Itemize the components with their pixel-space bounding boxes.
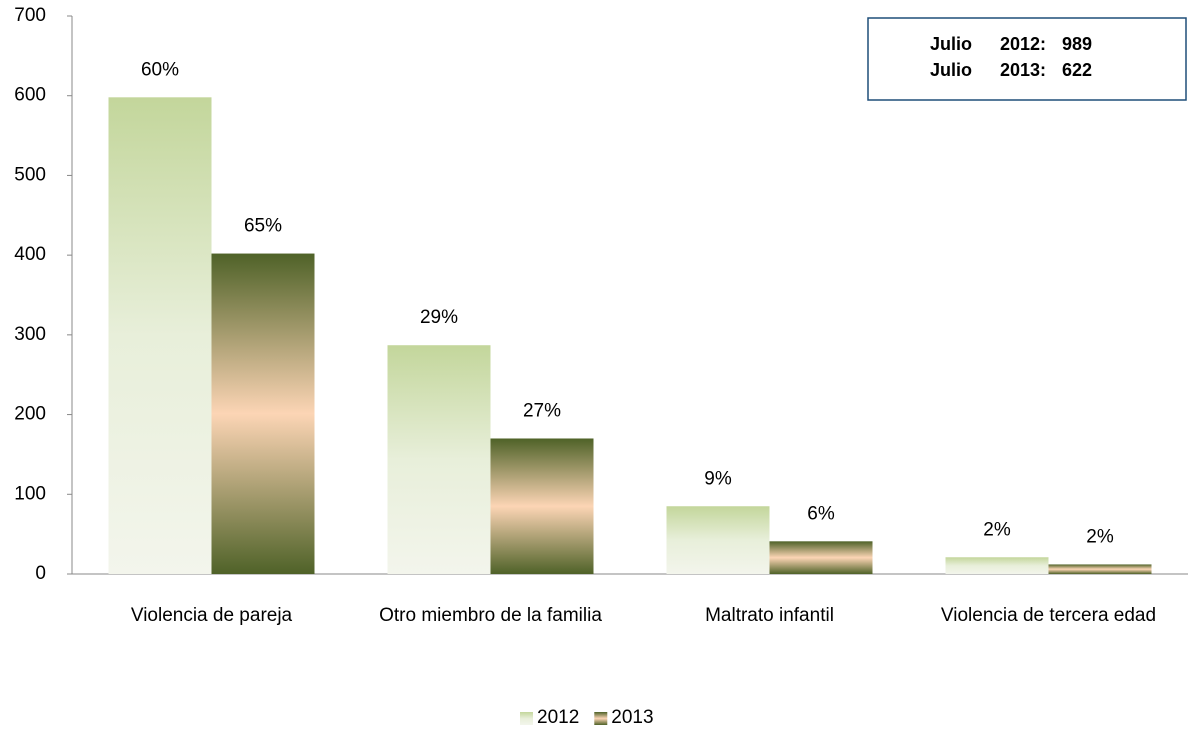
- bar: [387, 345, 491, 574]
- data-label: 6%: [807, 503, 835, 524]
- bar: [769, 541, 873, 574]
- data-label: 65%: [244, 216, 282, 237]
- annotation-month: Julio: [930, 60, 972, 80]
- bar: [945, 557, 1049, 574]
- annotation-month: Julio: [930, 34, 972, 54]
- annotation-year: 2013:: [1000, 60, 1046, 80]
- data-label: 60%: [141, 59, 179, 80]
- data-label: 29%: [420, 307, 458, 328]
- annotation-total: 622: [1062, 60, 1092, 80]
- y-tick-label: 700: [14, 5, 46, 26]
- x-tick-label: Violencia de tercera edad: [941, 605, 1156, 626]
- data-label: 2%: [983, 519, 1011, 540]
- legend-swatch: [520, 712, 533, 725]
- x-tick-label: Maltrato infantil: [705, 605, 834, 626]
- y-tick-label: 400: [14, 244, 46, 265]
- bar: [666, 506, 770, 574]
- legend-swatch: [594, 712, 608, 725]
- bar: [108, 97, 212, 575]
- legend-label: 2012: [537, 707, 579, 728]
- bar: [211, 253, 315, 574]
- x-tick-label: Otro miembro de la familia: [379, 605, 602, 626]
- y-tick-label: 500: [14, 164, 46, 185]
- y-tick-label: 0: [35, 563, 46, 584]
- x-tick-label: Violencia de pareja: [131, 605, 293, 626]
- data-label: 27%: [523, 401, 561, 422]
- y-tick-label: 100: [14, 483, 46, 504]
- annotation-total: 989: [1062, 34, 1092, 54]
- annotation-year: 2012:: [1000, 34, 1046, 54]
- annotation-frame: [867, 17, 1187, 101]
- data-label: 2%: [1086, 526, 1114, 547]
- annotation-box: Julio 2012: 989 Julio 2013: 622: [867, 17, 1187, 101]
- bar: [490, 438, 594, 574]
- legend-label: 2013: [611, 707, 653, 728]
- data-label: 9%: [704, 468, 732, 489]
- bar: [1048, 564, 1152, 574]
- y-tick-label: 600: [14, 85, 46, 106]
- y-tick-label: 300: [14, 324, 46, 345]
- y-tick-label: 200: [14, 404, 46, 425]
